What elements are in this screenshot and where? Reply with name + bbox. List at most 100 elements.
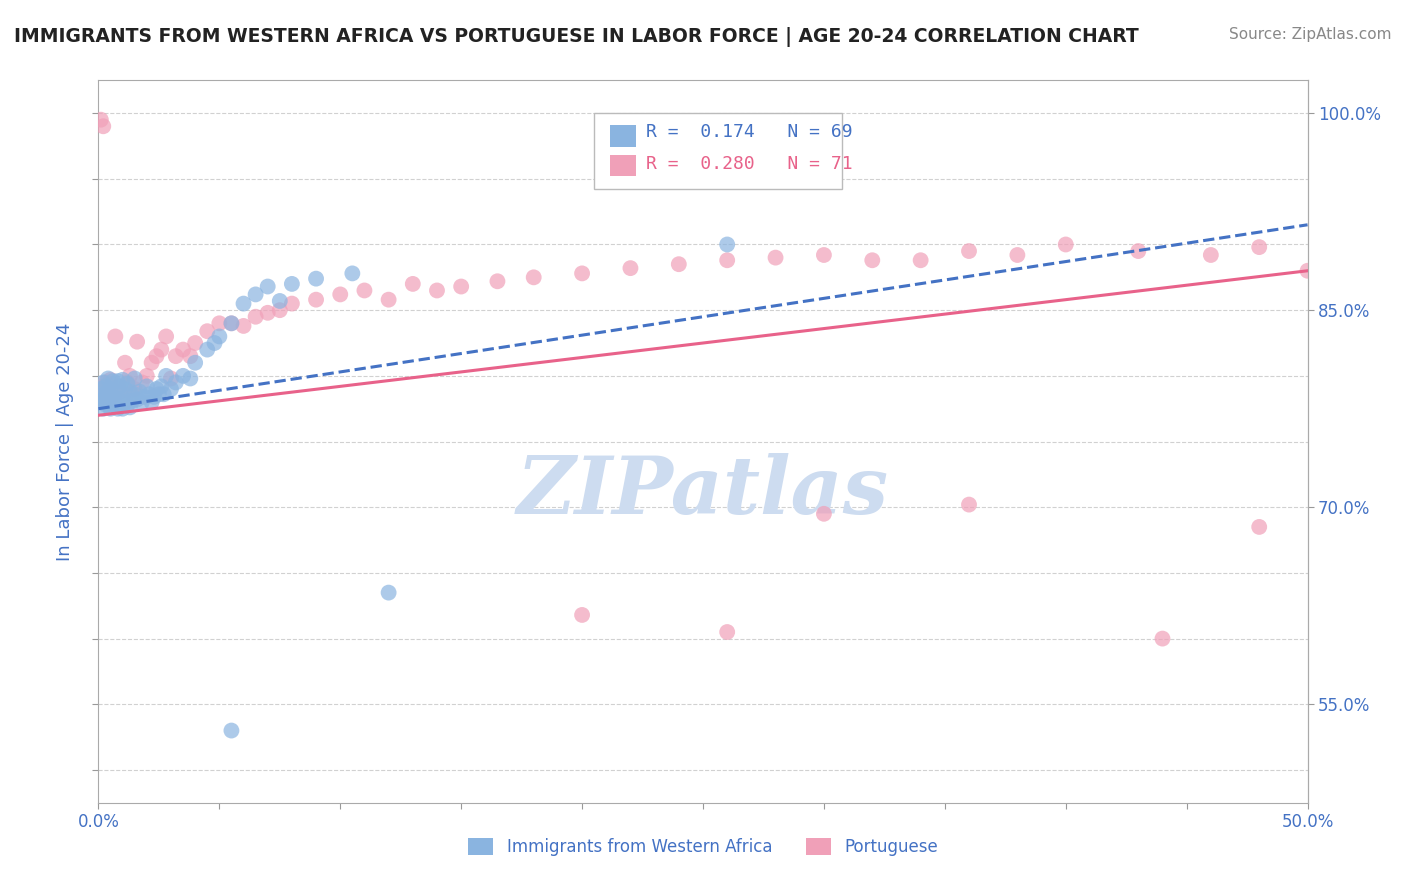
Point <box>117 376 139 390</box>
Point <box>90 382 112 396</box>
Point <box>1296 264 1319 278</box>
Point <box>245 287 267 301</box>
Point <box>91 401 114 416</box>
Point <box>353 284 375 298</box>
Point <box>108 384 131 399</box>
Point <box>232 296 254 310</box>
Point <box>127 334 149 349</box>
Point <box>135 379 157 393</box>
Point <box>114 356 136 370</box>
Point <box>124 387 146 401</box>
Point <box>571 607 593 622</box>
Point <box>104 395 127 409</box>
Point <box>305 293 328 307</box>
Point <box>256 306 278 320</box>
Point <box>145 382 167 396</box>
Point <box>90 395 112 409</box>
Point <box>91 376 114 390</box>
Point <box>160 382 183 396</box>
Point <box>221 316 243 330</box>
Point <box>523 270 546 285</box>
Point <box>160 371 183 385</box>
Point <box>100 382 122 396</box>
Point <box>155 329 177 343</box>
Point <box>97 395 120 409</box>
Point <box>402 277 425 291</box>
Point <box>111 391 134 405</box>
Point <box>152 387 174 401</box>
Point <box>143 390 166 404</box>
Point <box>256 279 278 293</box>
Point <box>281 296 304 310</box>
Bar <box>610 125 637 147</box>
Point <box>145 349 167 363</box>
Point <box>124 371 146 385</box>
Point <box>100 401 122 416</box>
Point <box>148 387 170 401</box>
Point <box>281 277 304 291</box>
Point <box>108 379 131 393</box>
Point <box>204 336 226 351</box>
Point <box>716 253 738 268</box>
Point <box>141 395 163 409</box>
Point <box>91 120 114 134</box>
FancyBboxPatch shape <box>595 112 842 189</box>
Point <box>245 310 267 324</box>
Point <box>114 382 136 396</box>
Point <box>221 723 243 738</box>
Point <box>94 388 117 402</box>
Point <box>1199 248 1222 262</box>
Point <box>111 390 134 404</box>
Point <box>269 303 291 318</box>
Point <box>111 373 134 387</box>
Point <box>128 384 150 399</box>
Point <box>91 384 114 399</box>
Legend: Immigrants from Western Africa, Portuguese: Immigrants from Western Africa, Portugue… <box>468 838 938 856</box>
Point <box>131 376 153 390</box>
Point <box>1128 244 1150 258</box>
Point <box>1249 240 1271 254</box>
Point <box>94 387 117 401</box>
Point <box>184 336 207 351</box>
Point <box>97 382 120 396</box>
Point <box>124 382 146 396</box>
Point <box>1054 237 1077 252</box>
Point <box>184 356 207 370</box>
Point <box>134 390 156 404</box>
Point <box>208 329 231 343</box>
Point <box>450 279 472 293</box>
Point <box>101 374 124 388</box>
Point <box>910 253 932 268</box>
Point <box>94 379 117 393</box>
Point <box>107 401 129 416</box>
Bar <box>610 154 637 177</box>
Point <box>90 395 112 409</box>
Point <box>94 376 117 390</box>
Point <box>179 349 201 363</box>
Point <box>1152 632 1174 646</box>
Point <box>111 401 134 416</box>
Point <box>114 395 136 409</box>
Y-axis label: In Labor Force | Age 20-24: In Labor Force | Age 20-24 <box>56 322 75 561</box>
Point <box>101 384 124 399</box>
Point <box>342 266 364 280</box>
Point <box>208 316 231 330</box>
Point <box>813 248 835 262</box>
Point <box>107 374 129 388</box>
Point <box>127 392 149 407</box>
Point <box>90 388 112 402</box>
Point <box>179 371 201 385</box>
Point <box>97 384 120 399</box>
Point <box>150 343 173 357</box>
Point <box>118 384 141 399</box>
Point <box>107 392 129 407</box>
Point <box>91 392 114 407</box>
Point <box>100 392 122 407</box>
Point <box>97 395 120 409</box>
Point <box>619 261 641 276</box>
Point <box>305 271 328 285</box>
Point <box>165 376 187 390</box>
Point <box>172 343 194 357</box>
Point <box>668 257 690 271</box>
Point <box>571 266 593 280</box>
